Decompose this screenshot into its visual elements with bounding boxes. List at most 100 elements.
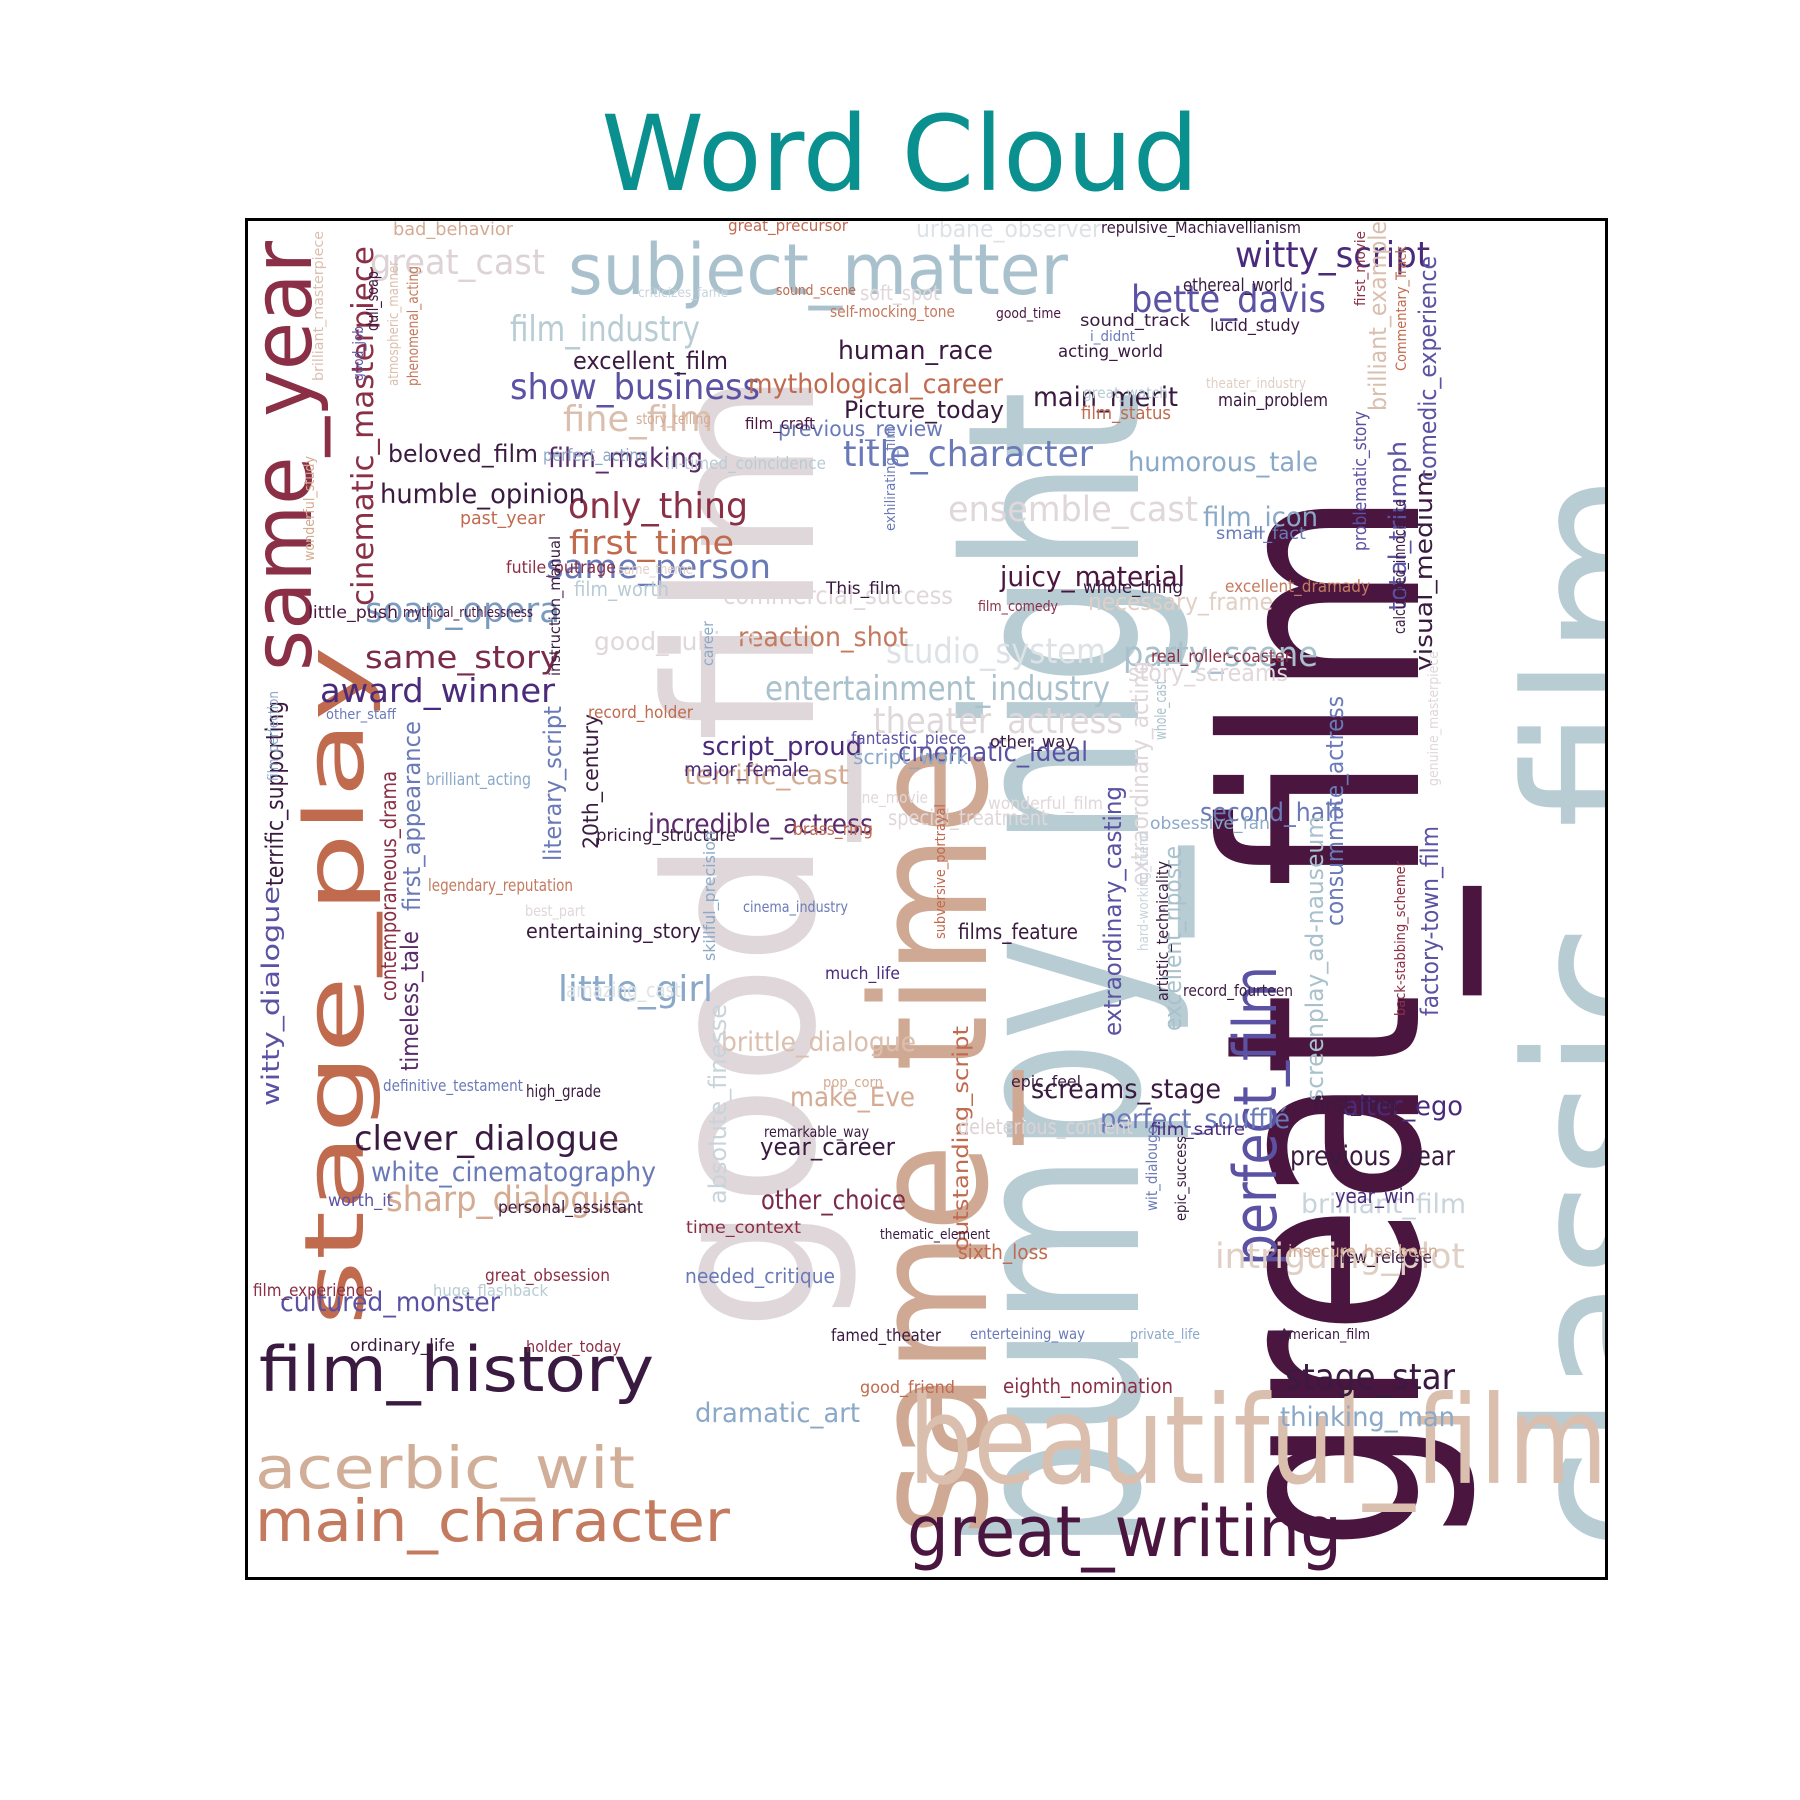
word-only-thing: only_thing [568,486,748,527]
word-record-fourteen: record_fourteen [1183,981,1293,1001]
word-best-part: best_part [525,902,585,921]
word-witty-script: witty_script [1235,235,1430,276]
word-obsessive-fan: obsessive_fan [1150,814,1270,834]
word-dramatic-art: dramatic_art [695,1398,860,1429]
word-screams-stage: screams_stage [1031,1074,1221,1105]
word-whole-thing: whole_thing [1083,578,1183,598]
word-great-precursor: great_precursor [728,221,848,236]
word-epic-success: epic_success [1172,1136,1191,1221]
word-bumpy-night: bumpy_night [915,391,1195,1551]
word-classic-film: classic_film [1484,471,1608,1551]
word-stage-star: stage_star [1285,1357,1455,1398]
word-thematic-element: thematic_element [880,1227,990,1243]
word-repulsive-machiavellianism: repulsive_Machiavellianism [1101,221,1301,238]
chart-title: Word Cloud [601,93,1199,215]
word-sound-track: sound_track [1080,311,1190,331]
word-humorous-tale: humorous_tale [1128,447,1318,478]
word-picture-today: Picture_today [844,396,1004,424]
word-previous-review: previous_review [778,417,943,442]
word-dull-soap: dull_soap [363,271,383,331]
word-ill-timed-coincidence: ill-timed_coincidence [666,454,826,474]
word-perfect-acting: perfect_acting [543,446,648,466]
word-show-business: show_business [510,367,760,408]
word-major-female: major_female [684,759,809,781]
word-brass-ring: brass_ring [793,820,873,840]
word-story-screams: story_screams [1128,659,1288,687]
word-film-history: film_history [259,1333,654,1406]
word-absolute-finesse: absolute_finesse [704,1004,732,1204]
word-soft-spot: soft_spot [860,281,940,305]
word-entertainment-industry: entertainment_industry [765,669,1110,709]
word-commentary-track: Commentary_Track [1394,245,1410,371]
word-same-theme: same_theme [618,562,693,578]
word-terrific-supporting: terrific_supporting [261,701,289,886]
word-film-industry: film_industry [510,309,700,350]
word-brilliant-acting: brilliant_acting [426,770,531,790]
word-deleterious-content: deleterious_content [958,1115,1133,1140]
word-screenplay-ad-nauseum: screenplay_ad-nauseum [1301,816,1329,1101]
word-literary-script: literary_script [539,706,567,861]
word-exhilirating-film: exhilirating_film [883,426,899,531]
word-incredible-actress: incredible_actress [648,809,873,840]
word-genuine-masterpiece: genuine_masterpiece [1426,651,1442,786]
word-juicy-material: juicy_material [999,560,1185,593]
word-clever-dialogue: clever_dialogue [354,1119,619,1159]
word-i-didnt: i_didnt [1090,329,1135,345]
word-brilliant-masterpiece: brilliant_masterpiece [311,231,327,381]
word-acerbic-wit: acerbic_wit [255,1434,635,1502]
word-bad-behavior: bad_behavior [393,221,514,240]
word-skillful-precision: skillful_precision [700,831,720,961]
word-fantastic-piece: fantastic_piece [851,729,966,749]
word-year-win: year_win [1335,1184,1415,1208]
word-remarkable-way: remarkable_way [764,1123,869,1142]
word-instruction-manual: instruction_manual [546,536,565,676]
word-american-film: American_film [1280,1327,1370,1343]
word-first-film: first_film [1313,1092,1398,1116]
word-huge-flashback: huge_flashback [433,1281,549,1301]
word-entertaining-story: entertaining_story [526,919,701,943]
word-timeless-tale: timeless_tale [396,931,424,1071]
word-new-release: new_release [1335,1248,1432,1268]
word-terrific-cast: terrific_cast [684,760,849,791]
word-real-roller-coaster: real_roller-coaster [1151,647,1291,667]
word-great-watch: great_watch [1083,384,1168,403]
word-eighth-nomination: eighth_nomination [1003,1374,1173,1398]
word-needed-critique: needed_critique [685,1264,835,1288]
word-film-worth: film_worth [574,577,669,601]
word-visual-medium: visual_medium [1410,471,1438,671]
word-brilliant-example: brilliant_example [1364,221,1392,411]
word-cinema-industry: cinema_industry [743,898,848,917]
word-cultured-monster: cultured_monster [280,1287,501,1318]
word-career: career [699,620,717,666]
word-necessary-frame: necessary_frame [1088,588,1273,616]
word-total-triumph: total_triumph [1384,441,1412,611]
word-mythological-career: mythological_career [748,369,1004,400]
word-outstanding-script: outstanding_script [949,1026,974,1251]
word-definitive-testament: definitive_testament [383,1076,523,1096]
word-enterteining-way: enterteining_way [970,1325,1085,1344]
word-film-status: film_status [1081,403,1171,424]
word-theater-actress: theater_actress [873,701,1123,742]
word-calculated-innocence: calculated_innocence [1390,499,1410,634]
word-script-proud: script_proud [702,732,862,762]
word-comedic-experience: comedic_experience [1414,256,1442,481]
word-excellent-film: excellent_film [573,347,728,375]
word-other-way: other_way [990,732,1075,752]
word-atmospheric-manner: atmospheric_manner [386,261,402,386]
word-factory-town-film: factory-town_film [1416,826,1444,1016]
word-legendary-reputation: legendary_reputation [428,876,573,896]
word-cinematic-ideal: cinematic_ideal [898,737,1088,768]
word-excellent-dramady: excellent_dramady [1225,577,1370,597]
word-problematic-story: problematic_story [1350,411,1371,551]
word-make-eve: make_Eve [790,1082,915,1113]
word-reaction-shot: reaction_shot [738,622,908,653]
word-witty-dialogue: witty_dialogue [257,886,285,1106]
word-studio-system: studio_system [886,632,1106,672]
word-much-life: much_life [825,964,900,984]
word-commercial-success: commercial_success [723,581,953,610]
word-personal-assistant: personal_assistant [498,1198,643,1218]
word-consummate-actress: consummate_actress [1321,696,1349,926]
word-holder-today: holder_today [526,1337,621,1357]
word-main-merit: main_merit [1033,382,1178,413]
